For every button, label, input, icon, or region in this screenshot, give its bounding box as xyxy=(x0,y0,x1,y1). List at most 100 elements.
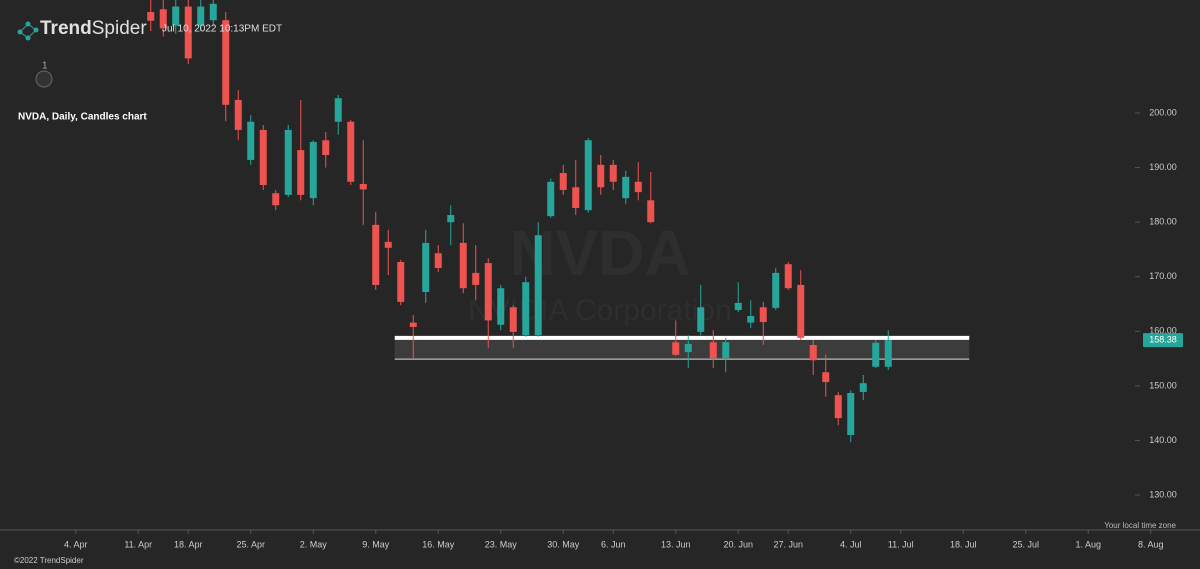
candle-body xyxy=(359,183,367,190)
x-tick-label: 25. Apr xyxy=(236,539,265,549)
y-tick-label: 170.00 xyxy=(1149,271,1177,281)
timezone-note: Your local time zone xyxy=(1104,521,1176,530)
y-tick-label: 180.00 xyxy=(1149,217,1177,227)
candle-body xyxy=(584,140,592,211)
logo xyxy=(17,21,39,41)
candle-body xyxy=(847,392,855,436)
logo-links xyxy=(19,23,37,39)
candle-body xyxy=(597,164,605,188)
candle-body xyxy=(797,284,805,338)
candle-body xyxy=(622,176,630,199)
candle-body xyxy=(684,343,692,353)
x-tick-label: 23. May xyxy=(485,539,518,549)
candle-body xyxy=(497,288,505,325)
candle-body xyxy=(347,121,355,182)
plot-area xyxy=(147,0,970,443)
y-tick-label: 160.00 xyxy=(1149,326,1177,336)
candle-body xyxy=(309,141,317,199)
candle-body xyxy=(209,3,217,21)
candle-body xyxy=(509,307,517,332)
candle-body xyxy=(322,140,330,156)
x-tick-label: 11. Jul xyxy=(888,539,914,549)
brand-light: Spider xyxy=(92,18,148,39)
x-tick-label: 1. Aug xyxy=(1075,539,1101,549)
candle-body xyxy=(197,6,205,26)
y-tick-label: 190.00 xyxy=(1149,162,1177,172)
candle-body xyxy=(297,150,305,195)
candle-body xyxy=(447,215,455,223)
x-tick-label: 6. Jun xyxy=(601,539,626,549)
x-tick-label: 25. Jul xyxy=(1012,539,1039,549)
candle-body xyxy=(634,181,642,193)
x-tick-label: 30. May xyxy=(547,539,580,549)
candle-body xyxy=(672,342,680,355)
candle-body xyxy=(872,342,880,367)
brand-bold: Trend xyxy=(40,18,92,39)
x-tick-label: 18. Apr xyxy=(174,539,203,549)
candle-body xyxy=(722,342,730,359)
y-tick-label: 200.00 xyxy=(1149,107,1177,117)
indicator-badge[interactable] xyxy=(35,70,53,88)
candle-body xyxy=(234,99,242,130)
candle-body xyxy=(397,261,405,302)
candle-body xyxy=(384,241,392,248)
brand: TrendSpider xyxy=(40,18,147,39)
candle-body xyxy=(334,98,342,122)
candle-body xyxy=(784,264,792,289)
candle-body xyxy=(247,121,255,160)
timestamp: Jul 10, 2022 10:13PM EDT xyxy=(162,24,282,35)
candle-body xyxy=(822,372,830,383)
candle-body xyxy=(372,224,380,285)
candle-body xyxy=(522,282,530,336)
badge-count: 1 xyxy=(42,61,48,72)
candle-body xyxy=(434,253,442,269)
candle-body xyxy=(572,187,580,208)
candle-body xyxy=(609,164,617,182)
candle-body xyxy=(484,263,492,321)
chart-title: NVDA, Daily, Candles chart xyxy=(18,112,147,123)
watermark-name: NVIDIA Corporation xyxy=(468,294,731,327)
candle-body xyxy=(709,342,717,359)
copyright: ©2022 TrendSpider xyxy=(14,556,84,565)
candle-body xyxy=(734,302,742,311)
y-tick-label: 150.00 xyxy=(1149,380,1177,390)
candle-body xyxy=(772,272,780,308)
y-tick-label: 130.00 xyxy=(1149,489,1177,499)
candle-body xyxy=(834,395,842,419)
x-tick-label: 16. May xyxy=(422,539,455,549)
candle-body xyxy=(184,6,192,59)
candle-body xyxy=(859,383,867,392)
x-tick-label: 4. Jul xyxy=(840,539,862,549)
x-tick-label: 27. Jun xyxy=(773,539,803,549)
last-price-badge xyxy=(1143,333,1183,348)
last-price-label: 158.38 xyxy=(1149,335,1177,345)
candle-body xyxy=(747,316,755,323)
candle-body xyxy=(172,6,180,26)
x-tick-label: 9. May xyxy=(362,539,390,549)
candle-body xyxy=(697,307,705,332)
candle-body xyxy=(759,307,767,323)
candle-body xyxy=(534,235,542,336)
x-tick-label: 11. Apr xyxy=(124,539,152,549)
candle-body xyxy=(422,242,430,293)
candle-body xyxy=(472,272,480,285)
candle-body xyxy=(547,181,555,217)
x-tick-label: 4. Apr xyxy=(64,539,88,549)
x-tick-label: 18. Jul xyxy=(950,539,977,549)
candle-body xyxy=(272,193,280,206)
candle-body xyxy=(809,344,817,361)
candle-body xyxy=(647,200,655,223)
support-zone xyxy=(394,337,970,360)
candle-body xyxy=(284,129,292,195)
x-tick-label: 8. Aug xyxy=(1138,539,1164,549)
x-tick-label: 20. Jun xyxy=(723,539,753,549)
candle-body xyxy=(159,9,167,29)
x-tick-label: 13. Jun xyxy=(661,539,691,549)
x-tick-label: 2. May xyxy=(300,539,328,549)
candle-body xyxy=(884,340,892,367)
y-tick-label: 140.00 xyxy=(1149,435,1177,445)
candle-body xyxy=(559,173,567,190)
candle-body xyxy=(409,322,417,327)
